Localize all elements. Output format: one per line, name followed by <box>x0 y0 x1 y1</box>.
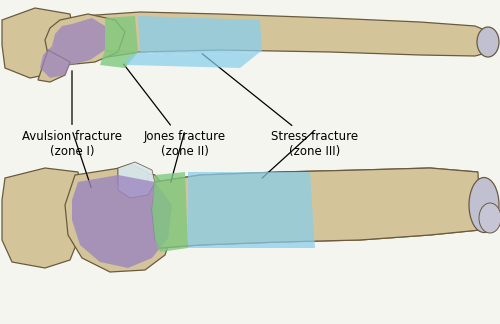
Polygon shape <box>100 50 138 68</box>
Polygon shape <box>65 168 175 272</box>
Polygon shape <box>118 162 155 198</box>
Polygon shape <box>45 14 125 65</box>
Polygon shape <box>2 8 75 78</box>
Ellipse shape <box>477 27 499 57</box>
Polygon shape <box>155 168 478 222</box>
Polygon shape <box>152 172 188 252</box>
Polygon shape <box>52 18 105 65</box>
Text: Jones fracture
(zone II): Jones fracture (zone II) <box>124 64 226 158</box>
Ellipse shape <box>469 178 499 233</box>
Polygon shape <box>38 50 70 82</box>
Polygon shape <box>138 16 262 55</box>
Polygon shape <box>155 208 480 248</box>
Polygon shape <box>40 46 70 78</box>
Ellipse shape <box>479 203 500 233</box>
Polygon shape <box>188 172 315 248</box>
Polygon shape <box>78 12 490 60</box>
Polygon shape <box>105 16 138 52</box>
Polygon shape <box>2 168 82 268</box>
Polygon shape <box>72 175 172 268</box>
Polygon shape <box>152 168 480 248</box>
Polygon shape <box>118 164 148 188</box>
Text: Stress fracture
(zone III): Stress fracture (zone III) <box>202 54 358 158</box>
Text: Avulsion fracture
(zone I): Avulsion fracture (zone I) <box>22 71 122 158</box>
Polygon shape <box>125 52 260 68</box>
